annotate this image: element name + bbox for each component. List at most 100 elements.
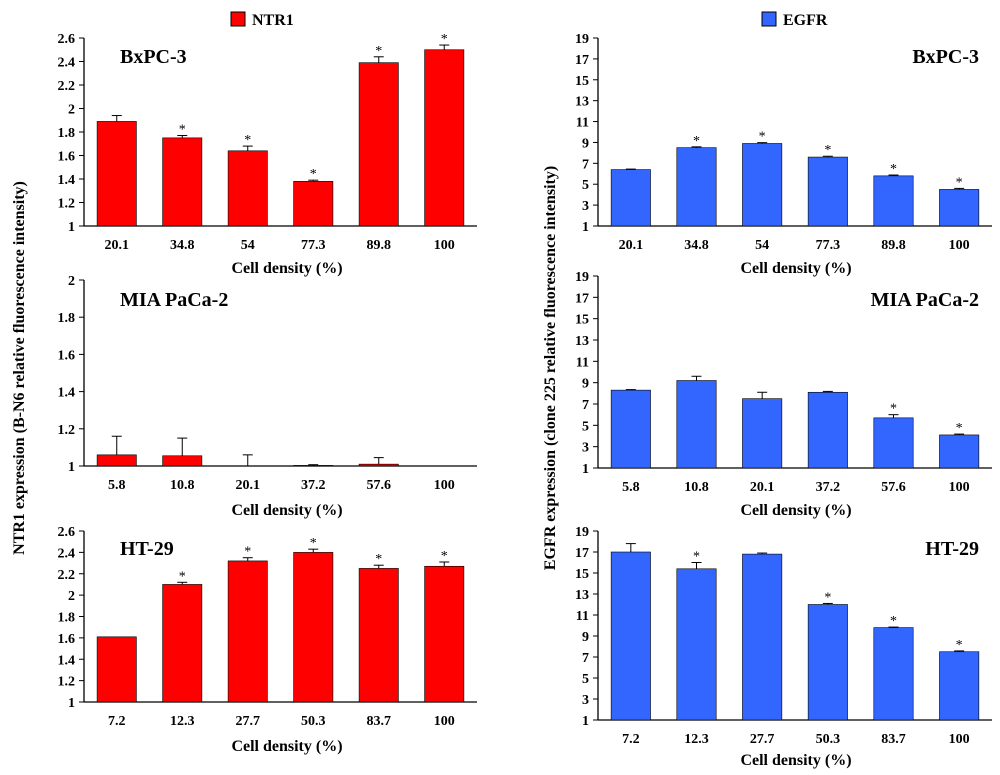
- x-axis-label: Cell density (%): [231, 502, 342, 519]
- y-tick-label: 1: [68, 696, 75, 711]
- bar: [807, 391, 848, 469]
- significance-star: *: [824, 143, 831, 158]
- chart-panels: 1 1.2 1.4 1.6 1.8 2 2.2 2.4 2.6 20.1 * 34.8 * 54 * 77.3…: [58, 32, 992, 769]
- panel-ntr1-ht-29: 1 1.2 1.4 1.6 1.8 2 2.2 2.4 2.6 7.2 * 12.3 * 27.7 * 50.…: [58, 525, 477, 755]
- bar: [293, 465, 334, 467]
- x-tick-label: 27.7: [750, 732, 775, 747]
- x-tick-label: 100: [949, 732, 970, 747]
- significance-star: *: [441, 549, 448, 564]
- bar: [873, 627, 914, 721]
- ylabel-egfr: EGFR expression (clone 225 relative fluo…: [542, 166, 559, 570]
- x-tick-label: 54: [241, 238, 255, 253]
- bar: [610, 169, 651, 227]
- y-tick-label: 5: [582, 178, 589, 193]
- y-tick-label: 2.2: [58, 79, 76, 94]
- x-tick-label: 20.1: [105, 238, 130, 253]
- y-tick-label: 2.6: [58, 525, 76, 540]
- y-tick-label: 17: [575, 291, 589, 306]
- bar: [293, 552, 334, 703]
- bar: [939, 651, 980, 721]
- y-tick-label: 1: [68, 460, 75, 475]
- y-tick-label: 11: [576, 355, 589, 370]
- y-tick-label: 2: [68, 589, 75, 604]
- x-axis-label: Cell density (%): [740, 502, 851, 519]
- x-tick-label: 7.2: [108, 714, 126, 729]
- legend-ntr1-label: NTR1: [252, 12, 294, 29]
- bar: [162, 137, 203, 227]
- y-tick-label: 1: [582, 220, 589, 235]
- x-tick-label: 5.8: [108, 478, 126, 493]
- bar: [227, 150, 268, 227]
- bar: [610, 551, 651, 721]
- y-tick-label: 7: [582, 651, 589, 666]
- y-tick-label: 15: [575, 74, 589, 89]
- cell-line-label: BxPC-3: [912, 46, 979, 68]
- y-tick-label: 17: [575, 546, 589, 561]
- bar: [742, 553, 783, 721]
- x-tick-label: 34.8: [170, 238, 195, 253]
- x-tick-label: 57.6: [881, 480, 906, 495]
- x-tick-label: 20.1: [750, 480, 775, 495]
- significance-star: *: [375, 44, 382, 59]
- bar: [610, 389, 651, 469]
- x-tick-label: 34.8: [684, 238, 709, 253]
- significance-star: *: [956, 175, 963, 190]
- significance-star: *: [244, 545, 251, 560]
- y-tick-label: 1: [582, 714, 589, 729]
- x-axis-label: Cell density (%): [231, 738, 342, 755]
- bar: [358, 463, 399, 467]
- y-tick-label: 1.2: [58, 423, 76, 438]
- y-tick-label: 2.4: [58, 56, 76, 71]
- y-tick-label: 19: [575, 270, 589, 285]
- x-tick-label: 100: [434, 714, 455, 729]
- y-tick-label: 13: [575, 334, 589, 349]
- cell-line-label: HT-29: [925, 538, 979, 560]
- bar: [873, 175, 914, 227]
- bar: [424, 565, 465, 703]
- x-tick-label: 12.3: [170, 714, 195, 729]
- y-tick-label: 2.6: [58, 32, 76, 47]
- x-tick-label: 50.3: [301, 714, 326, 729]
- x-axis-label: Cell density (%): [740, 752, 851, 769]
- y-tick-label: 19: [575, 32, 589, 47]
- x-tick-label: 12.3: [684, 732, 709, 747]
- y-tick-label: 2.2: [58, 568, 76, 583]
- bar: [96, 636, 137, 703]
- y-tick-label: 1: [582, 462, 589, 477]
- panel-egfr-bxpc-3: 13579111315171920.1*34.8*54*77.3*89.8*10…: [575, 32, 992, 277]
- significance-star: *: [890, 614, 897, 629]
- y-tick-label: 3: [582, 441, 589, 456]
- bar: [293, 181, 334, 227]
- x-tick-label: 100: [949, 238, 970, 253]
- bar: [742, 143, 783, 227]
- y-tick-label: 13: [575, 95, 589, 110]
- y-tick-label: 2: [68, 274, 75, 289]
- x-tick-label: 83.7: [881, 732, 906, 747]
- bar: [807, 604, 848, 721]
- bar: [873, 417, 914, 469]
- bar: [424, 49, 465, 227]
- y-tick-label: 1.6: [58, 632, 76, 647]
- y-tick-label: 9: [582, 630, 589, 645]
- x-tick-label: 77.3: [816, 238, 841, 253]
- significance-star: *: [179, 569, 186, 584]
- x-axis-label: Cell density (%): [231, 260, 342, 277]
- significance-star: *: [310, 536, 317, 551]
- legend-egfr-label: EGFR: [783, 12, 828, 29]
- bar: [162, 455, 203, 467]
- bar: [676, 380, 717, 469]
- x-tick-label: 5.8: [622, 480, 640, 495]
- x-tick-label: 50.3: [816, 732, 841, 747]
- y-tick-label: 3: [582, 199, 589, 214]
- y-tick-label: 2.4: [58, 546, 76, 561]
- legend-ntr1-swatch: [230, 11, 246, 27]
- x-tick-label: 37.2: [301, 478, 326, 493]
- x-tick-label: 20.1: [236, 478, 261, 493]
- bar: [96, 121, 137, 227]
- x-tick-label: 7.2: [622, 732, 640, 747]
- x-tick-label: 37.2: [816, 480, 841, 495]
- y-tick-label: 13: [575, 588, 589, 603]
